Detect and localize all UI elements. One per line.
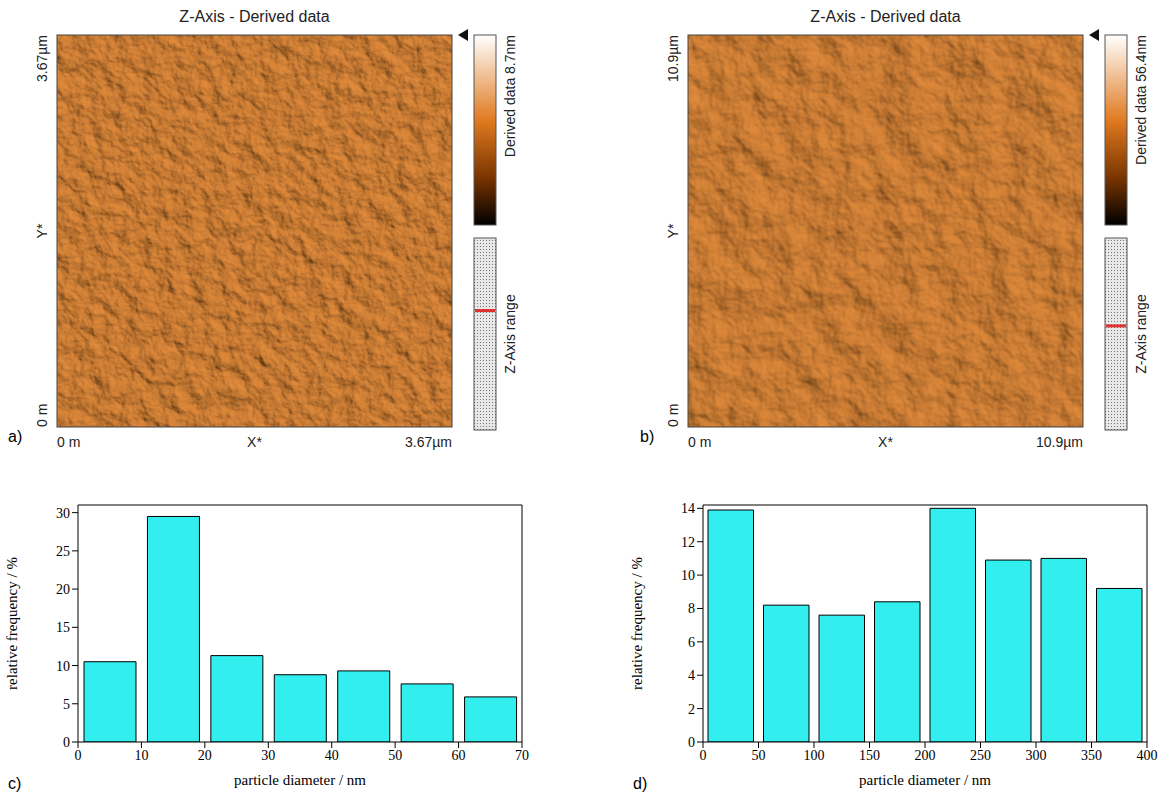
svg-text:6: 6 [688,635,695,650]
svg-text:20: 20 [56,582,70,597]
svg-text:3.67µm: 3.67µm [34,35,50,82]
svg-text:0: 0 [700,748,707,763]
svg-text:0: 0 [688,735,695,750]
svg-text:20: 20 [198,748,212,763]
svg-text:0: 0 [63,735,70,750]
svg-text:Derived data 56.4nm: Derived data 56.4nm [1133,35,1149,165]
svg-text:Z-Axis range: Z-Axis range [1133,294,1149,374]
svg-text:Y*: Y* [665,223,681,238]
svg-text:Z-Axis - Derived data: Z-Axis - Derived data [810,8,960,25]
svg-text:particle diameter / nm: particle diameter / nm [234,772,366,788]
html-text:b): b) [640,428,655,445]
svg-text:10.9µm: 10.9µm [1036,434,1083,450]
svg-text:300: 300 [1026,748,1047,763]
svg-text:14: 14 [681,501,695,516]
svg-text:50: 50 [388,748,402,763]
svg-text:4: 4 [688,668,695,683]
svg-text:0: 0 [75,748,82,763]
svg-text:Z-Axis range: Z-Axis range [502,294,518,374]
svg-text:200: 200 [915,748,936,763]
svg-text:0 m: 0 m [57,434,80,450]
svg-text:X*: X* [247,434,262,450]
svg-text:0 m: 0 m [688,434,711,450]
svg-text:15: 15 [56,620,70,635]
svg-text:5: 5 [63,697,70,712]
svg-text:12: 12 [681,535,695,550]
svg-text:25: 25 [56,544,70,559]
svg-text:60: 60 [452,748,466,763]
svg-text:10: 10 [134,748,148,763]
svg-text:150: 150 [859,748,880,763]
svg-text:350: 350 [1081,748,1102,763]
svg-text:Y*: Y* [34,223,50,238]
svg-text:10: 10 [681,568,695,583]
svg-text:3.67µm: 3.67µm [405,434,452,450]
svg-text:relative frequency / %: relative frequency / % [629,557,645,690]
svg-text:particle diameter / nm: particle diameter / nm [859,772,991,788]
svg-text:0 m: 0 m [34,404,50,427]
svg-text:50: 50 [752,748,766,763]
svg-text:Z-Axis - Derived data: Z-Axis - Derived data [179,8,329,25]
html-text:a): a) [8,428,23,445]
svg-text:10.9µm: 10.9µm [665,35,681,82]
svg-text:400: 400 [1137,748,1158,763]
svg-text:30: 30 [56,506,70,521]
svg-text:30: 30 [261,748,275,763]
svg-text:2: 2 [688,702,695,717]
svg-text:70: 70 [515,748,529,763]
svg-text:10: 10 [56,659,70,674]
html-text:d): d) [633,775,648,792]
svg-text:X*: X* [878,434,893,450]
svg-text:0 m: 0 m [665,404,681,427]
svg-text:40: 40 [325,748,339,763]
html-text:c): c) [8,775,22,792]
svg-text:100: 100 [804,748,825,763]
svg-text:250: 250 [970,748,991,763]
svg-text:relative frequency / %: relative frequency / % [4,557,20,690]
svg-text:8: 8 [688,601,695,616]
svg-text:Derived data 8.7nm: Derived data 8.7nm [502,35,518,157]
